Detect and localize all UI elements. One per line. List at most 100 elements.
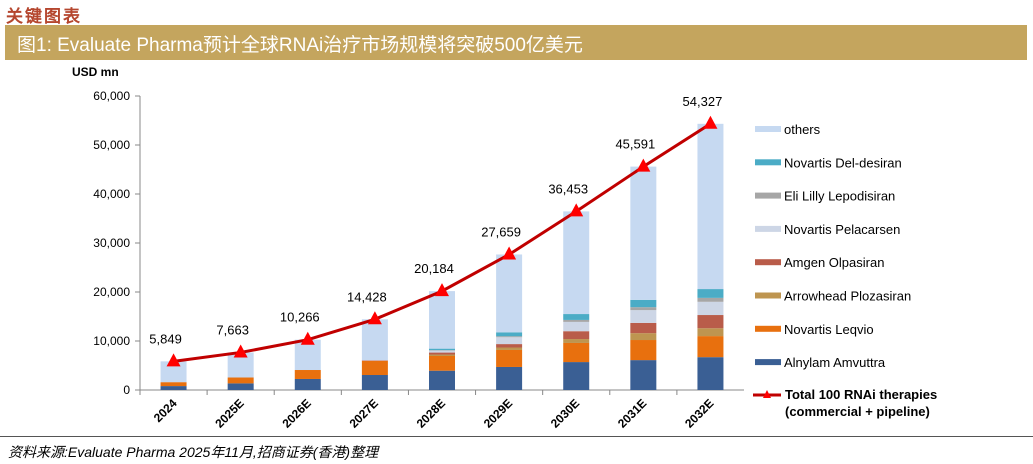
total-data-label: 14,428: [347, 289, 387, 304]
bar-segment: [496, 366, 523, 390]
legend-label: Arrowhead Plozasiran: [784, 289, 911, 304]
total-data-label: 54,327: [683, 94, 723, 109]
section-heading: 关键图表: [6, 7, 82, 27]
legend-swatch: [755, 259, 781, 266]
bar-segment: [160, 382, 187, 387]
y-tick-label: 50,000: [93, 138, 130, 152]
bar-segment: [429, 291, 455, 349]
bar-segment: [496, 349, 523, 367]
bar-segment: [227, 383, 254, 390]
bar-segment: [563, 321, 590, 332]
bar-segment: [496, 332, 523, 337]
legend-swatch: [755, 292, 781, 299]
total-data-label: 7,663: [216, 322, 249, 337]
total-marker: [636, 158, 651, 172]
bar-segment: [563, 331, 590, 340]
bar-segment: [563, 342, 590, 363]
y-tick-label: 0: [123, 383, 130, 397]
bar-segment: [630, 360, 657, 390]
total-marker: [367, 311, 382, 325]
y-tick-label: 10,000: [93, 334, 130, 348]
total-marker: [300, 331, 315, 345]
bar-segment: [496, 347, 523, 350]
bar-segment: [429, 352, 455, 355]
bar-segment: [496, 254, 523, 333]
x-tick-label: 2028E: [414, 396, 448, 430]
bar-segment: [361, 375, 388, 390]
legend-marker: [763, 390, 771, 398]
bar-segment: [697, 289, 724, 298]
legend-line-label-cont: (commercial + pipeline): [785, 404, 930, 419]
total-marker: [703, 115, 718, 129]
x-tick-label: 2032E: [682, 396, 716, 430]
legend-label: Novartis Leqvio: [784, 322, 874, 337]
y-axis-label: USD mn: [72, 65, 119, 79]
legend-label: Novartis Del-desiran: [784, 155, 902, 170]
bar-segment: [496, 337, 523, 345]
figure-title-banner: 图1: Evaluate Pharma预计全球RNAi治疗市场规模将突破500亿…: [5, 25, 1027, 60]
legend-swatch: [755, 159, 781, 166]
bar-segment: [630, 333, 657, 341]
bar-segment: [563, 339, 590, 343]
legend-line-label: Total 100 RNAi therapies: [785, 387, 937, 402]
legend-swatch: [755, 126, 781, 132]
legend-swatch: [755, 225, 781, 232]
total-marker: [435, 283, 449, 297]
legend-swatch: [755, 359, 781, 366]
bar-segment: [630, 322, 657, 334]
bar-segment: [563, 314, 590, 320]
bar-segment: [563, 211, 590, 315]
x-tick-label: 2025E: [212, 396, 246, 430]
bar-segment: [630, 166, 657, 300]
legend-label: Alnylam Amvuttra: [784, 355, 886, 370]
legend-swatch: [755, 325, 781, 332]
bar-segment: [697, 297, 724, 302]
footer-divider: [0, 436, 1033, 437]
bar-segment: [361, 319, 388, 361]
bar-segment: [294, 378, 321, 390]
total-data-label: 27,659: [481, 224, 521, 239]
total-data-label: 5,849: [149, 331, 182, 346]
bar-segment: [160, 386, 187, 390]
total-marker: [569, 203, 584, 217]
bar-segment: [160, 361, 187, 383]
bar-segment: [429, 370, 455, 390]
y-tick-label: 40,000: [93, 187, 130, 201]
total-marker: [233, 344, 248, 358]
stacked-bar-chart: USD mn 0 10,000 20,000 30,000 40,000 50,000 60,…: [72, 65, 937, 431]
bar-segment: [563, 319, 590, 322]
total-data-label: 10,266: [280, 310, 320, 325]
bar-segment: [697, 315, 724, 329]
total-marker: [166, 353, 181, 367]
total-data-label: 45,591: [615, 137, 655, 152]
x-tick-label: 2026E: [279, 396, 313, 430]
bar-segment: [496, 344, 523, 348]
bar-segment: [563, 362, 590, 390]
source-note: 资料来源:Evaluate Pharma 2025年11月,招商证券(香港)整理: [8, 444, 379, 460]
bar-segment: [630, 340, 657, 361]
x-tick-label: 2024: [151, 396, 180, 425]
figure-title: 图1: Evaluate Pharma预计全球RNAi治疗市场规模将突破500亿…: [17, 35, 583, 56]
bar-segment: [429, 348, 455, 351]
y-tick-label: 30,000: [93, 236, 130, 250]
bar-segment: [697, 357, 724, 390]
y-tick-label: 20,000: [93, 285, 130, 299]
total-data-label: 20,184: [414, 261, 454, 276]
bar-segment: [294, 339, 321, 371]
bar-segment: [361, 360, 388, 376]
bar-segment: [697, 336, 724, 358]
legend-label: Novartis Pelacarsen: [784, 222, 900, 237]
y-tick-label: 60,000: [93, 89, 130, 103]
x-tick-label: 2030E: [548, 396, 582, 430]
bar-segment: [429, 350, 455, 353]
legend-swatch: [755, 192, 781, 199]
bar-segment: [630, 307, 657, 311]
total-marker: [502, 246, 517, 260]
bar-segment: [429, 354, 455, 356]
total-data-label: 36,453: [548, 181, 588, 196]
bar-segment: [496, 336, 523, 338]
legend-label: others: [784, 122, 821, 137]
x-tick-label: 2031E: [615, 396, 649, 430]
bar-segment: [630, 299, 657, 308]
legend-label: Amgen Olpasiran: [784, 255, 884, 270]
